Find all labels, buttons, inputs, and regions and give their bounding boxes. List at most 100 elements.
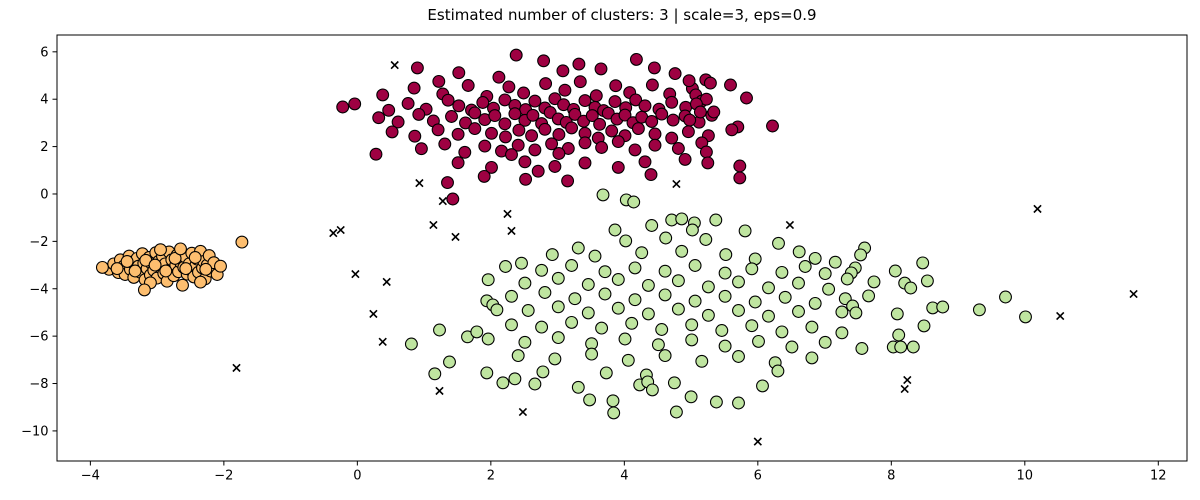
point-cluster-green [805, 320, 819, 334]
point-cluster-green [762, 309, 775, 323]
point-cluster-red [488, 109, 502, 123]
y-tick-label: −6 [29, 330, 48, 345]
point-cluster-green [443, 355, 456, 369]
point-cluster-green [571, 241, 585, 255]
point-cluster-green [808, 296, 822, 310]
point-cluster-green [920, 274, 934, 288]
point-cluster-green [518, 276, 532, 290]
point-cluster-green [904, 281, 918, 295]
point-noise [369, 309, 378, 319]
x-tick-label: −4 [81, 469, 100, 484]
point-cluster-red [517, 86, 531, 100]
point-cluster-green [565, 259, 579, 272]
point-cluster-red [573, 75, 587, 89]
point-cluster-red [631, 122, 645, 136]
point-cluster-red [502, 80, 516, 94]
point-cluster-orange [194, 275, 207, 289]
point-cluster-green [635, 246, 649, 260]
point-cluster-green [818, 335, 832, 349]
chart-title: Estimated number of clusters: 3 | scale=… [427, 6, 817, 24]
point-cluster-red [699, 145, 713, 159]
point-cluster-green [916, 256, 930, 270]
point-cluster-red [594, 62, 608, 76]
point-cluster-red [492, 70, 506, 84]
x-tick-label: 4 [620, 469, 628, 484]
point-noise [336, 225, 345, 235]
point-cluster-red [410, 61, 424, 75]
point-cluster-red [565, 121, 579, 135]
point-cluster-orange [174, 242, 187, 256]
point-cluster-green [565, 315, 579, 329]
point-cluster-green [775, 325, 789, 339]
point-cluster-red [391, 115, 405, 129]
point-cluster-green [595, 321, 609, 335]
point-cluster-green [732, 275, 745, 289]
point-cluster-red [414, 142, 428, 156]
point-cluster-green [551, 300, 565, 314]
point-cluster-red [445, 110, 458, 123]
point-cluster-red [733, 159, 747, 173]
point-cluster-green [645, 383, 659, 397]
point-cluster-red [485, 160, 498, 174]
point-cluster-green [499, 260, 512, 273]
point-cluster-red [412, 107, 426, 121]
point-cluster-red [476, 96, 490, 109]
point-cluster-green [619, 234, 633, 248]
point-cluster-red [528, 94, 542, 108]
point-cluster-green [695, 354, 709, 368]
point-noise [753, 437, 762, 446]
point-cluster-green [481, 273, 495, 287]
point-cluster-red [538, 122, 552, 136]
point-cluster-red [441, 176, 454, 190]
point-cluster-red [578, 136, 592, 150]
point-cluster-orange [137, 283, 151, 297]
point-cluster-red [519, 172, 533, 186]
x-tick-label: 10 [1017, 469, 1034, 484]
point-cluster-green [972, 303, 986, 317]
point-cluster-red [681, 125, 695, 139]
point-cluster-green [792, 276, 805, 290]
point-cluster-green [748, 295, 762, 309]
point-cluster-green [538, 286, 552, 299]
point-cluster-green [505, 289, 518, 303]
point-cluster-green [655, 323, 669, 336]
point-cluster-green [775, 265, 789, 279]
x-tick-label: 6 [754, 469, 762, 484]
point-cluster-orange [235, 235, 249, 249]
point-cluster-red [508, 107, 522, 121]
point-noise [382, 277, 391, 287]
point-cluster-green [551, 271, 565, 285]
point-cluster-red [668, 67, 682, 81]
point-noise [1129, 289, 1138, 299]
point-cluster-red [498, 117, 512, 131]
point-cluster-green [581, 306, 595, 320]
point-cluster-green [625, 316, 639, 330]
point-cluster-red [407, 81, 421, 95]
point-cluster-green [515, 256, 528, 270]
point-cluster-green [709, 213, 723, 227]
point-cluster-green [892, 328, 906, 342]
point-cluster-red [733, 171, 747, 185]
point-cluster-green [685, 333, 699, 347]
point-cluster-red [468, 106, 482, 120]
point-cluster-red [537, 54, 551, 68]
point-cluster-orange [179, 262, 193, 276]
point-cluster-green [818, 267, 832, 281]
point-cluster-red [678, 152, 692, 166]
point-noise [351, 269, 360, 279]
y-tick-label: 0 [40, 187, 48, 202]
point-cluster-red [572, 57, 586, 71]
point-cluster-green [581, 278, 595, 291]
point-cluster-red [671, 142, 685, 155]
point-cluster-red [348, 97, 362, 111]
point-cluster-green [608, 223, 622, 237]
point-cluster-green [611, 273, 625, 286]
point-cluster-red [505, 148, 518, 162]
point-cluster-green [669, 405, 683, 419]
point-cluster-red [369, 147, 383, 161]
point-cluster-green [598, 265, 612, 279]
point-cluster-green [917, 319, 931, 333]
point-noise [507, 226, 516, 236]
point-cluster-green [551, 331, 565, 345]
y-tick-label: 6 [40, 45, 48, 60]
